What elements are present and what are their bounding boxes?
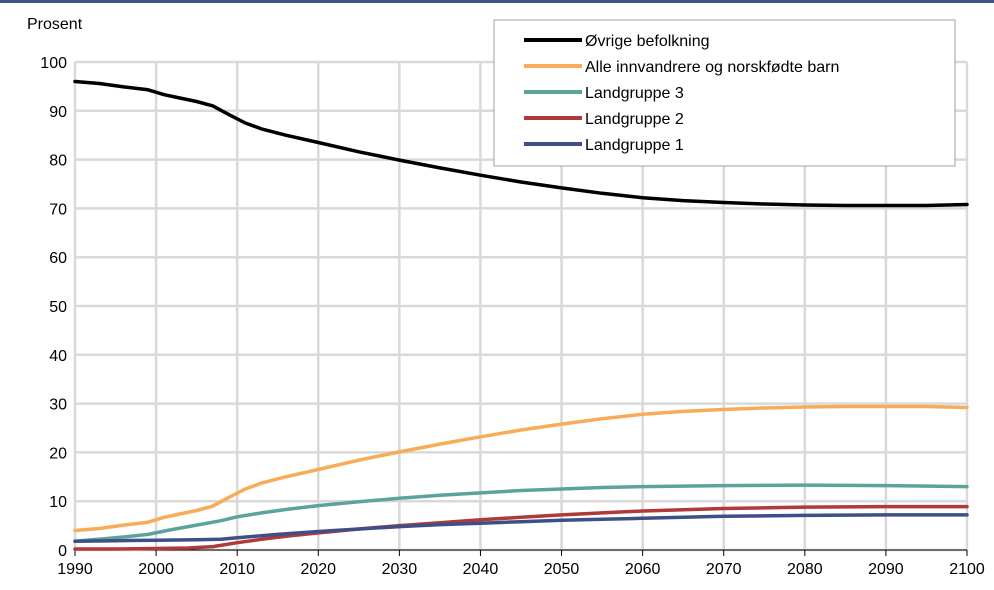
- series-lines: [73, 79, 969, 551]
- x-tick-label: 2080: [787, 561, 823, 578]
- x-tick-label: 1990: [57, 561, 93, 578]
- y-axis-label: Prosent: [27, 16, 83, 33]
- y-tick-label: 0: [58, 543, 67, 560]
- x-tick-label: 2010: [219, 561, 255, 578]
- x-tick-label: 2100: [949, 561, 985, 578]
- legend-label: Landgruppe 3: [585, 85, 684, 102]
- x-tick-label: 2000: [138, 561, 174, 578]
- series-line-4: [73, 504, 969, 551]
- y-tick-label: 60: [49, 250, 67, 267]
- y-tick-label: 20: [49, 445, 67, 462]
- x-tick-label: 2090: [868, 561, 904, 578]
- x-tick-label: 2050: [544, 561, 580, 578]
- y-tick-label: 10: [49, 494, 67, 511]
- series-line-3: [73, 483, 969, 543]
- legend: Øvrige befolkning Alle innvandrere og nor…: [524, 33, 839, 154]
- x-tick-label: 2060: [625, 561, 661, 578]
- y-tick-label: 40: [49, 348, 67, 365]
- x-axis: 1990 2000 2010 2020 2030 2040 2050 2060 2070 2080…: [57, 549, 985, 578]
- y-tick-label: 50: [49, 299, 67, 316]
- y-tick-label: 70: [49, 201, 67, 218]
- y-axis: 0 10 20 30 40 50 60 70 80 90 100: [40, 55, 67, 560]
- series-line-1: [73, 79, 969, 208]
- series-line-5: [73, 513, 969, 543]
- legend-label: Landgruppe 1: [585, 137, 684, 154]
- series-line-2: [73, 404, 969, 533]
- x-tick-label: 2030: [382, 561, 418, 578]
- x-tick-label: 2040: [463, 561, 499, 578]
- x-tick-label: 2020: [300, 561, 336, 578]
- legend-label: Alle innvandrere og norskfødte barn: [585, 59, 839, 76]
- y-tick-label: 80: [49, 153, 67, 170]
- legend-label: Øvrige befolkning: [585, 33, 710, 50]
- x-tick-label: 2070: [706, 561, 742, 578]
- y-tick-label: 100: [40, 55, 67, 72]
- legend-label: Landgruppe 2: [585, 111, 684, 128]
- y-tick-label: 30: [49, 397, 67, 414]
- y-tick-label: 90: [49, 104, 67, 121]
